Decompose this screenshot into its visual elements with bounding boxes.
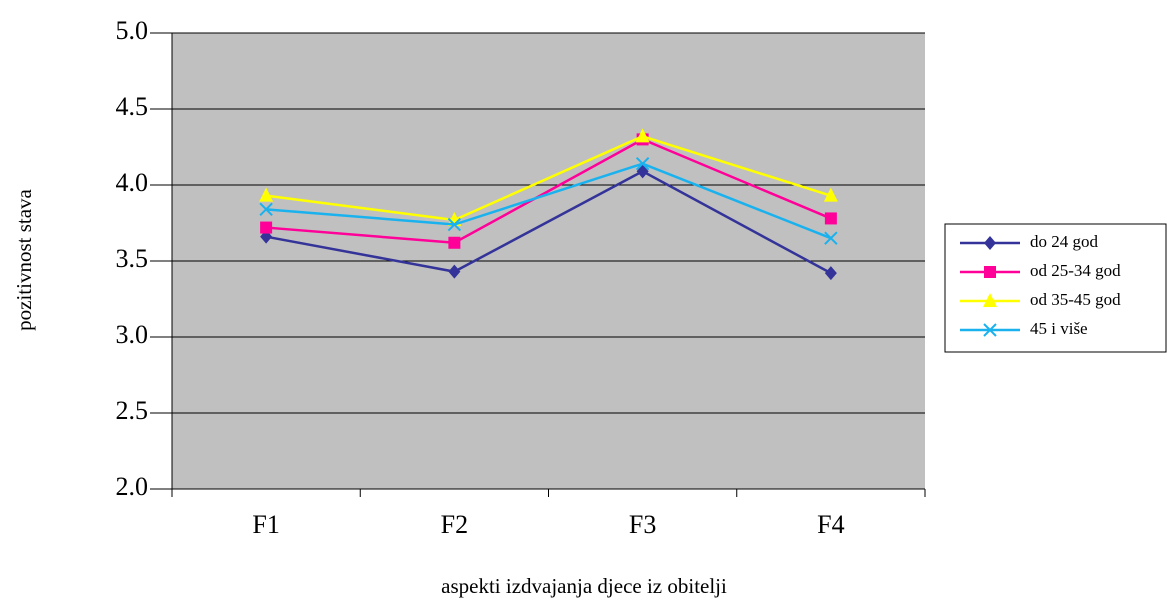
point (260, 221, 273, 234)
point (824, 266, 837, 281)
point (824, 212, 837, 225)
y-axis-label: pozitivnost stava (12, 188, 36, 330)
legend-marker (983, 293, 997, 307)
point (635, 128, 650, 143)
legend-label: od 25-34 god (1030, 261, 1121, 280)
x-tick-label: F2 (441, 510, 468, 539)
line (265, 135, 832, 222)
legend-label: do 24 god (1030, 232, 1099, 251)
point (259, 202, 273, 217)
point (448, 264, 461, 279)
y-tick-label: 5.0 (116, 16, 149, 45)
x-axis-label: aspekti izdvajanja djece iz obitelji (441, 574, 727, 598)
point (823, 187, 838, 202)
legend-label: 45 i više (1030, 319, 1088, 338)
y-tick-label: 2.5 (116, 396, 149, 425)
point (635, 157, 650, 171)
line (266, 162, 832, 240)
y-tick-label: 3.0 (116, 320, 149, 349)
x-tick-label: F4 (817, 510, 844, 539)
line (266, 138, 832, 245)
x-tick-label: F1 (252, 510, 279, 539)
y-tick-label: 3.5 (116, 244, 149, 273)
legend-marker (984, 266, 996, 278)
legend-marker (983, 323, 997, 337)
point (448, 236, 461, 249)
y-tick-label: 2.0 (116, 472, 149, 501)
line (265, 169, 832, 275)
y-tick-label: 4.5 (116, 92, 149, 121)
point (259, 187, 274, 202)
point (824, 231, 838, 245)
legend-marker (984, 236, 996, 250)
y-tick-label: 4.0 (116, 168, 149, 197)
legend-label: od 35-45 god (1030, 290, 1121, 309)
point (447, 217, 462, 232)
x-tick-label: F3 (629, 510, 656, 539)
